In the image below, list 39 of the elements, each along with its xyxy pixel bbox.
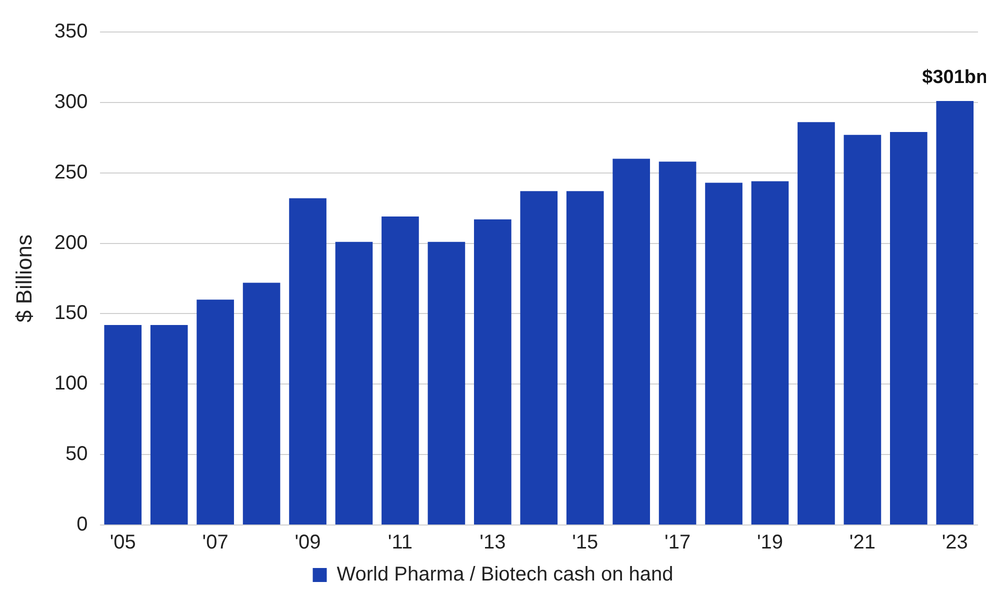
x-tick-label: '23 [942, 532, 968, 554]
y-tick-label: 0 [76, 514, 88, 536]
x-tick-label: '15 [572, 532, 598, 554]
y-tick-label: 350 [54, 20, 88, 43]
bar [705, 182, 742, 524]
bar [104, 324, 142, 524]
bar [242, 282, 280, 524]
y-tick-label: 200 [54, 232, 88, 254]
x-tick-label: '13 [480, 532, 506, 554]
bar [289, 198, 326, 524]
bar [798, 122, 835, 524]
x-tick-label: '19 [756, 532, 784, 554]
bar [612, 158, 650, 524]
bar [890, 132, 928, 524]
x-tick-label: '07 [202, 532, 228, 554]
y-axis-title: $ Billions [11, 234, 36, 323]
y-tick-label: 50 [66, 443, 88, 466]
bar [196, 300, 234, 524]
bar [335, 242, 373, 524]
x-tick-label: '05 [110, 532, 136, 554]
bar [658, 162, 696, 524]
y-tick-label: 250 [54, 161, 88, 184]
x-tick-label: '09 [294, 532, 321, 554]
x-tick-label: '11 [388, 532, 413, 554]
y-tick-label: 100 [54, 372, 88, 395]
x-tick-label: '21 [849, 532, 876, 554]
y-tick-label: 150 [54, 302, 88, 324]
bar [520, 191, 558, 524]
bar [566, 191, 604, 524]
bar [382, 216, 419, 524]
bar [751, 181, 789, 524]
x-tick-label: '17 [664, 532, 691, 554]
bar [844, 134, 882, 524]
bar [474, 219, 512, 524]
bar [428, 242, 466, 524]
legend-label: World Pharma / Biotech cash on hand [336, 564, 674, 586]
bar [150, 324, 188, 524]
bar [936, 101, 974, 524]
y-tick-label: 300 [54, 90, 88, 113]
